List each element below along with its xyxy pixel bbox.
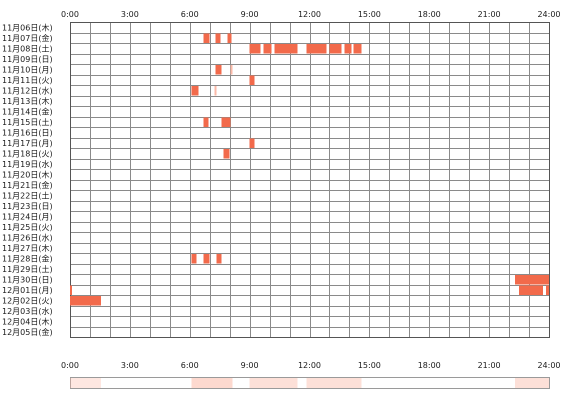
grid-border <box>70 22 550 338</box>
x-axis-tick-label-bottom: 15:00 <box>358 361 381 370</box>
summary-band <box>515 378 549 388</box>
activity-block <box>329 44 342 54</box>
row-label: 12月03日(水) <box>2 306 53 316</box>
row-label: 12月01日(月) <box>2 286 53 295</box>
row-label: 11月17日(月) <box>2 139 53 148</box>
summary-bar <box>70 377 550 389</box>
row-label: 11月23日(日) <box>2 202 53 211</box>
bottom-axis: 0:00 3:00 6:00 9:00 12:00 15:00 18:00 21:00 24:0… <box>61 361 561 370</box>
activity-block <box>214 86 217 96</box>
row-label: 11月10日(月) <box>2 65 53 74</box>
activity-block <box>216 254 222 264</box>
row-label: 11月06日(木) <box>2 22 53 32</box>
row-label: 11月30日(日) <box>2 275 53 284</box>
x-axis-tick-label-top: 21:00 <box>478 10 501 19</box>
row-label: 11月13日(木) <box>2 96 53 106</box>
row-label: 11月29日(土) <box>2 264 53 274</box>
x-axis-tick-label-bottom: 18:00 <box>418 361 441 370</box>
x-axis-tick-label-bottom: 24:00 <box>537 361 560 370</box>
row-label: 11月07日(金) <box>2 33 53 43</box>
row-label: 11月22日(土) <box>2 190 53 200</box>
summary-bar-frame <box>70 377 550 389</box>
x-axis-tick-label-bottom: 0:00 <box>61 361 79 370</box>
summary-band <box>191 378 233 388</box>
row-label: 11月12日(水) <box>2 85 53 95</box>
activity-blocks <box>70 33 549 306</box>
row-label: 11月08日(土) <box>2 43 53 53</box>
activity-block <box>249 138 255 148</box>
activity-block <box>215 65 222 75</box>
activity-block <box>215 33 221 43</box>
activity-block <box>519 285 544 295</box>
x-axis-tick-label-top: 9:00 <box>241 10 259 19</box>
activity-block <box>249 44 261 54</box>
activity-block <box>203 254 210 264</box>
activity-block <box>70 285 72 295</box>
x-axis-tick-label-bottom: 21:00 <box>478 361 501 370</box>
x-axis-tick-label-bottom: 6:00 <box>181 361 199 370</box>
row-label: 12月02日(火) <box>2 296 53 305</box>
activity-block <box>191 254 197 264</box>
row-label: 11月20日(木) <box>2 169 53 179</box>
summary-band <box>70 378 101 388</box>
row-labels: 11月06日(木)11月07日(金)11月08日(土)11月09日(日)11月1… <box>2 22 53 337</box>
row-label: 11月16日(日) <box>2 128 53 137</box>
activity-block <box>249 75 255 85</box>
row-label: 11月14日(金) <box>2 106 53 116</box>
x-axis-tick-label-bottom: 12:00 <box>298 361 321 370</box>
activity-block <box>223 149 230 159</box>
x-axis-tick-label-bottom: 3:00 <box>121 361 139 370</box>
summary-band <box>306 378 362 388</box>
row-label: 11月18日(火) <box>2 149 53 158</box>
activity-block <box>70 296 101 306</box>
row-label: 12月04日(木) <box>2 316 53 326</box>
row-label: 11月11日(火) <box>2 76 53 85</box>
activity-block <box>546 285 549 295</box>
row-label: 11月24日(月) <box>2 212 53 221</box>
activity-block <box>203 117 209 127</box>
row-label: 11月26日(水) <box>2 232 53 242</box>
row-label: 11月19日(水) <box>2 159 53 169</box>
x-axis-tick-label-top: 18:00 <box>418 10 441 19</box>
activity-block <box>515 275 549 285</box>
activity-block <box>203 33 210 43</box>
x-axis-tick-label-top: 6:00 <box>181 10 199 19</box>
row-label: 11月15日(土) <box>2 117 53 127</box>
activity-block <box>263 44 272 54</box>
activity-block <box>353 44 362 54</box>
row-label: 12月05日(金) <box>2 327 53 337</box>
x-axis-tick-label-top: 15:00 <box>358 10 381 19</box>
row-label: 11月21日(金) <box>2 180 53 190</box>
x-axis-tick-label-top: 12:00 <box>298 10 321 19</box>
x-axis-tick-label-bottom: 9:00 <box>241 361 259 370</box>
activity-block <box>344 44 352 54</box>
activity-block <box>306 44 327 54</box>
top-axis: 0:00 3:00 6:00 9:00 12:00 15:00 18:00 21:00 24:0… <box>61 10 561 19</box>
grid <box>70 22 550 338</box>
activity-block <box>221 117 231 127</box>
activity-block <box>227 33 232 43</box>
summary-band <box>249 378 298 388</box>
activity-block <box>191 86 199 96</box>
x-axis-tick-label-top: 3:00 <box>121 10 139 19</box>
row-label: 11月09日(日) <box>2 55 53 64</box>
x-axis-tick-label-top: 24:00 <box>537 10 560 19</box>
activity-block <box>274 44 298 54</box>
x-axis-tick-label-top: 0:00 <box>61 10 79 19</box>
row-label: 11月28日(金) <box>2 253 53 263</box>
row-label: 11月25日(火) <box>2 223 53 232</box>
activity-block <box>230 65 233 75</box>
row-label: 11月27日(木) <box>2 243 53 253</box>
